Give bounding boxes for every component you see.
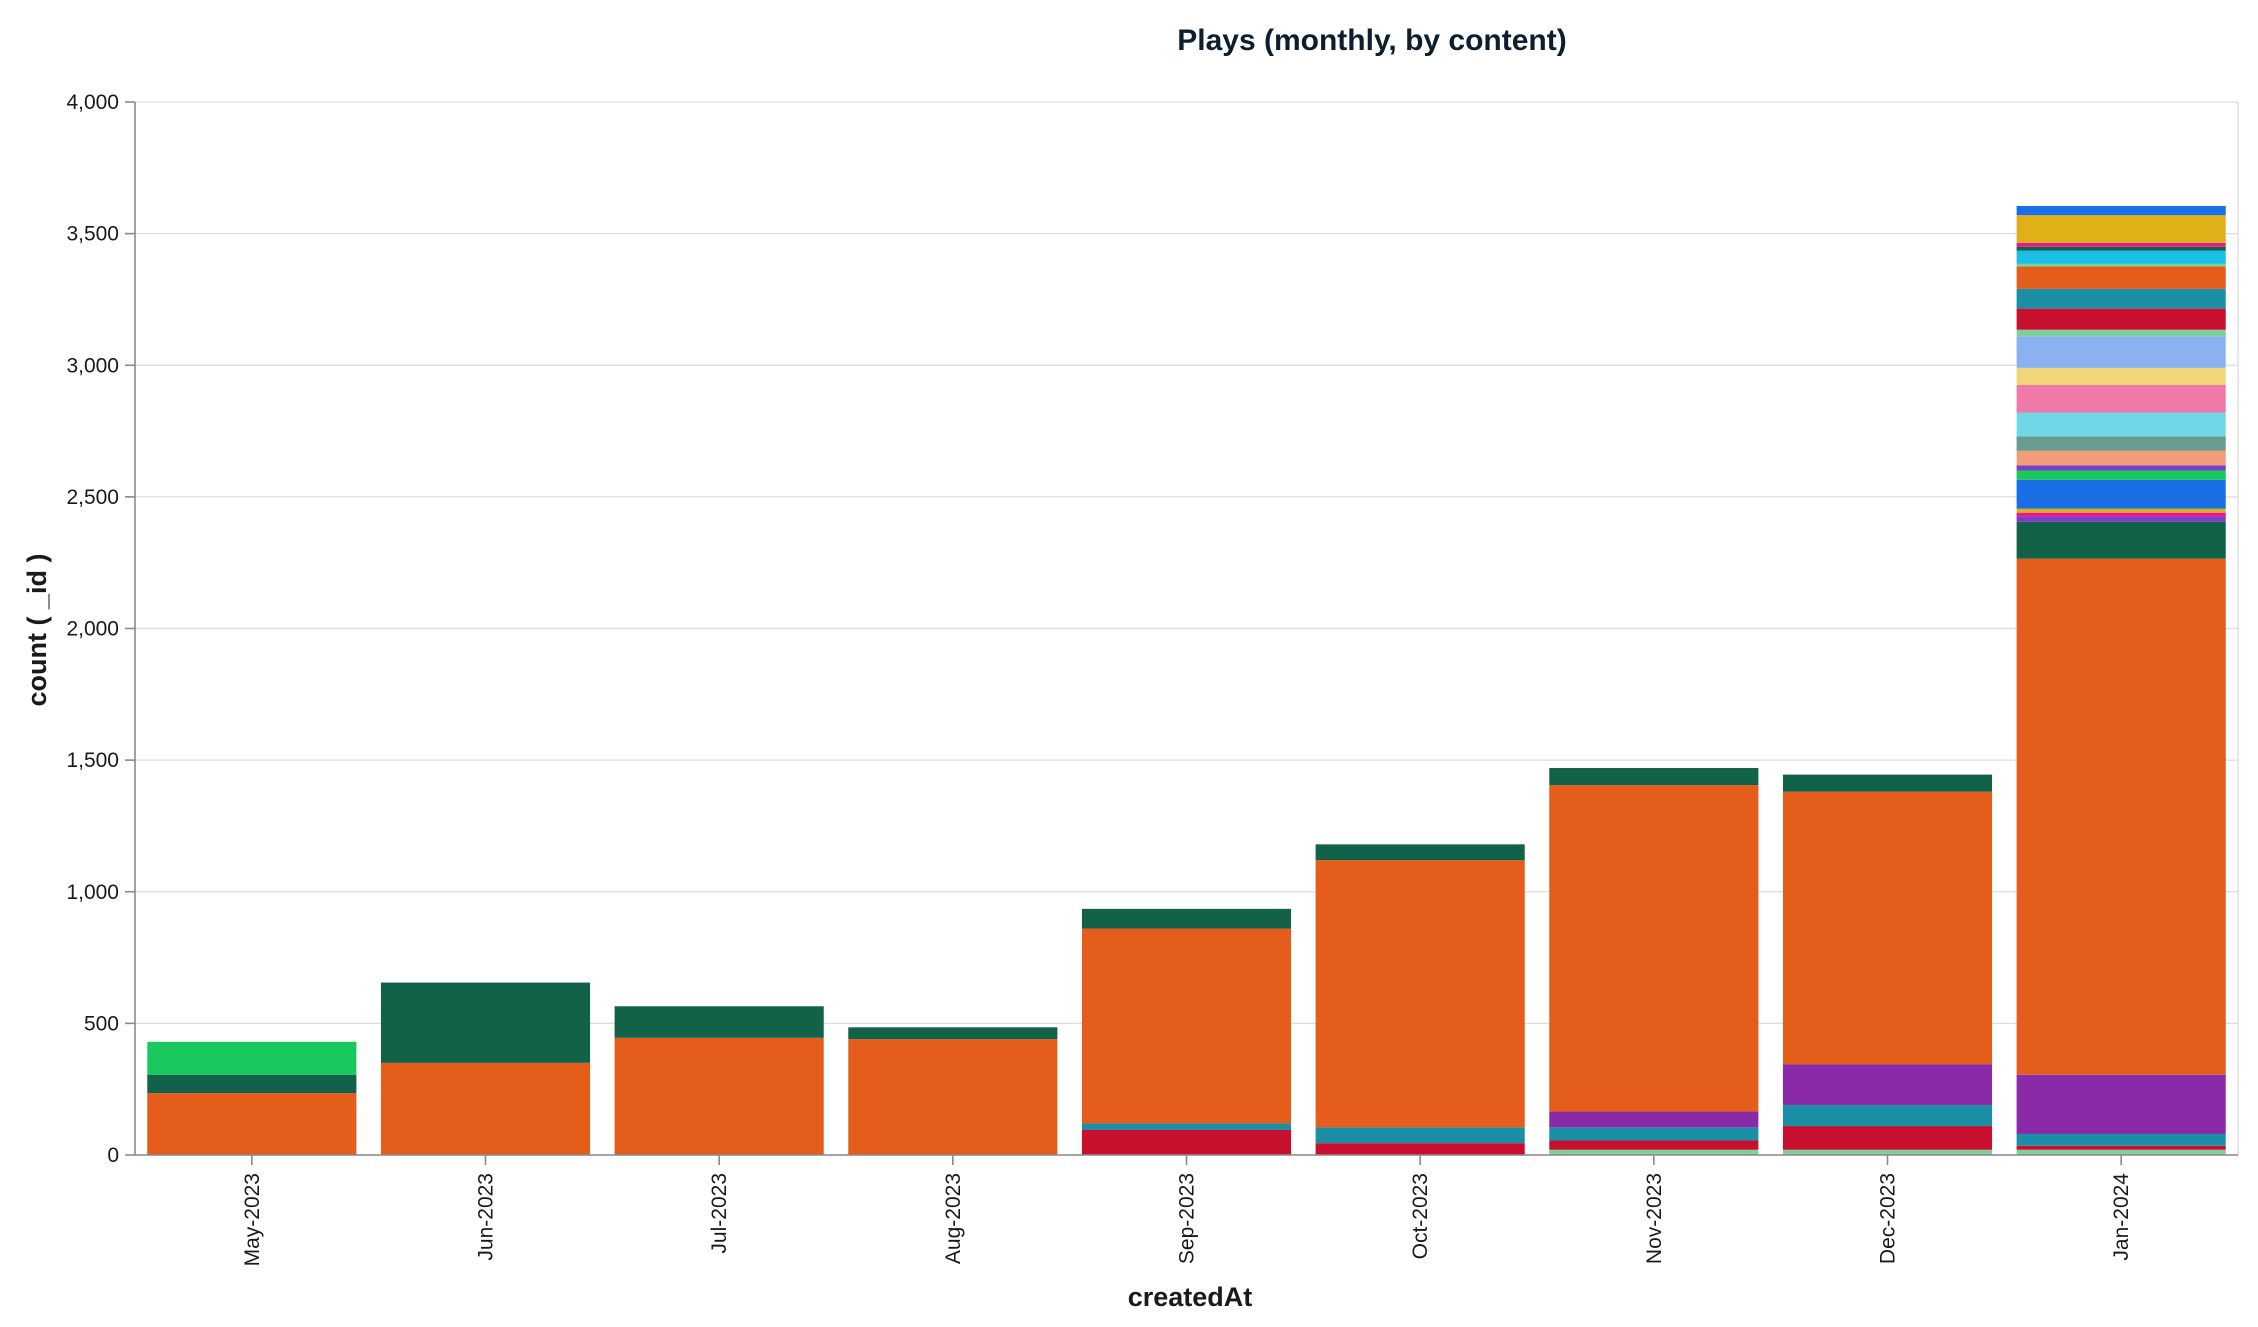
y-tick-label: 1,500 <box>66 749 119 772</box>
bars <box>147 205 2226 1155</box>
bar-segment[interactable] <box>2016 246 2226 251</box>
bar-segment[interactable] <box>1782 1104 1993 1127</box>
bar-segment[interactable] <box>2016 329 2226 337</box>
bar-segment[interactable] <box>2016 436 2226 451</box>
bar-segment[interactable] <box>2016 263 2226 267</box>
bar-segment[interactable] <box>1081 908 1292 929</box>
bar-segment[interactable] <box>2016 412 2226 437</box>
bar-segment[interactable] <box>147 1093 357 1155</box>
bar-segment[interactable] <box>1782 1149 1993 1155</box>
bar-segment[interactable] <box>1315 1127 1525 1144</box>
x-tick-label: Dec-2023 <box>1877 1173 1900 1264</box>
y-tick-label: 3,000 <box>66 354 119 377</box>
bar-segment[interactable] <box>1315 844 1525 861</box>
bar-segment[interactable] <box>848 1027 1058 1040</box>
bar-segment[interactable] <box>1549 1140 1759 1150</box>
y-tick-label: 500 <box>84 1012 119 1035</box>
bar-segment[interactable] <box>380 982 591 1063</box>
bar-segment[interactable] <box>1549 1111 1759 1128</box>
bar-segment[interactable] <box>2016 384 2226 413</box>
bar-segment[interactable] <box>2016 242 2226 247</box>
bar-segment[interactable] <box>1081 1123 1292 1130</box>
bar-segment[interactable] <box>2016 479 2226 509</box>
bar-segment[interactable] <box>1081 928 1292 1124</box>
bar-segment[interactable] <box>2016 516 2226 522</box>
bar-segment[interactable] <box>2016 512 2226 517</box>
y-tick-label: 3,500 <box>66 223 119 246</box>
x-tick-label: Oct-2023 <box>1409 1173 1432 1259</box>
chart-title: Plays (monthly, by content) <box>1177 24 1567 57</box>
bar-segment[interactable] <box>2016 250 2226 264</box>
x-tick-label: Nov-2023 <box>1643 1173 1666 1264</box>
bar-segment[interactable] <box>848 1039 1058 1155</box>
bar-segment[interactable] <box>2016 450 2226 466</box>
bar-segment[interactable] <box>2016 1149 2226 1155</box>
bar-segment[interactable] <box>2016 205 2226 216</box>
y-axis-title: count ( _id ) <box>22 554 52 707</box>
bar-segment[interactable] <box>2016 215 2226 243</box>
bar-segment[interactable] <box>1315 1143 1525 1155</box>
y-tick-label: 4,000 <box>66 91 119 114</box>
bar-segment[interactable] <box>147 1074 357 1094</box>
bar-segment[interactable] <box>614 1037 824 1155</box>
bar-segment[interactable] <box>2016 521 2226 559</box>
bar-segment[interactable] <box>2016 308 2226 330</box>
axes: 0 500 1,000 1,500 2,000 2,500 3,000 3,500 4,000 M… <box>66 91 2238 1266</box>
bar-segment[interactable] <box>2016 558 2226 1075</box>
bar-segment[interactable] <box>380 1062 591 1155</box>
bar-segment[interactable] <box>2016 266 2226 289</box>
x-tick-label: May-2023 <box>241 1173 264 1266</box>
x-tick-label: Jun-2023 <box>475 1173 498 1261</box>
x-tick-label: Jul-2023 <box>708 1173 731 1254</box>
bar-segment[interactable] <box>2016 367 2226 385</box>
bar-segment[interactable] <box>2016 508 2226 513</box>
y-tick-label: 2,500 <box>66 486 119 509</box>
bar-segment[interactable] <box>1782 791 1993 1065</box>
y-tick-label: 0 <box>107 1144 119 1167</box>
bar-segment[interactable] <box>2016 1074 2226 1134</box>
bar-segment[interactable] <box>1549 1149 1759 1155</box>
y-tick-label: 1,000 <box>66 881 119 904</box>
bar-segment[interactable] <box>1315 860 1525 1128</box>
x-tick-label: Aug-2023 <box>942 1173 965 1264</box>
bar-segment[interactable] <box>2016 465 2226 471</box>
bar-segment[interactable] <box>1549 785 1759 1112</box>
bar-segment[interactable] <box>147 1041 357 1075</box>
bar-segment[interactable] <box>1549 768 1759 786</box>
x-tick-label: Jan-2024 <box>2110 1173 2133 1261</box>
bar-segment[interactable] <box>1081 1129 1292 1155</box>
x-tick-label: Sep-2023 <box>1176 1173 1199 1264</box>
bar-segment[interactable] <box>1782 774 1993 792</box>
y-tick-label: 2,000 <box>66 618 119 641</box>
bar-segment[interactable] <box>1549 1127 1759 1141</box>
bar-segment[interactable] <box>614 1006 824 1038</box>
bar-segment[interactable] <box>1782 1126 1993 1150</box>
bar-segment[interactable] <box>2016 470 2226 480</box>
bar-segment[interactable] <box>1782 1064 1993 1105</box>
x-axis-title: createdAt <box>1128 1282 1253 1312</box>
bar-segment[interactable] <box>2016 288 2226 309</box>
bar-segment[interactable] <box>2016 1133 2226 1146</box>
bar-segment[interactable] <box>2016 336 2226 368</box>
bar-segment[interactable] <box>2016 1145 2226 1150</box>
